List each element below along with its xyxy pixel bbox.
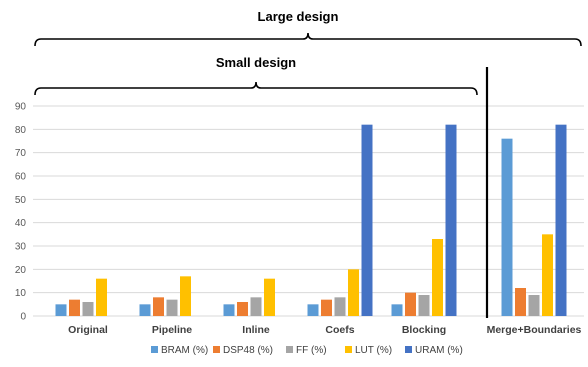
legend-swatch (151, 346, 158, 353)
bar-dsp48-blocking (405, 292, 416, 316)
y-tick-label: 80 (15, 125, 27, 136)
bar-ff-original (82, 302, 94, 316)
bar-dsp48-pipeline (153, 297, 164, 316)
bar-dsp48-inline (237, 302, 248, 316)
y-axis-ticks: 0 10 20 30 40 50 60 70 80 90 (15, 102, 27, 323)
bar-ff-inline (250, 297, 262, 316)
y-tick-label: 60 (15, 172, 27, 183)
large-design-label: Large design (258, 9, 339, 24)
bar-lut-pipeline (180, 276, 191, 316)
x-category-label: Merge+Boundaries (487, 324, 582, 336)
brace-annotations: Large design Small design (34, 9, 582, 96)
bar-bram-coefs (307, 304, 319, 316)
x-axis-categories: Original Pipeline Inline Coefs Blocking Merge… (68, 324, 581, 336)
bar-dsp48-merge-boundaries (515, 288, 526, 316)
bar-uram-coefs (361, 124, 373, 317)
bar-ff-coefs (334, 297, 346, 316)
legend-label: LUT (%) (355, 345, 392, 356)
bar-ff-blocking (418, 295, 430, 316)
x-category-label: Coefs (325, 324, 354, 336)
x-category-label: Blocking (402, 324, 446, 336)
bar-lut-original (96, 278, 107, 316)
bar-bram-inline (223, 304, 235, 316)
y-tick-label: 50 (15, 195, 27, 206)
y-tick-label: 40 (15, 218, 27, 229)
bar-uram-blocking (445, 124, 457, 317)
y-tick-label: 30 (15, 242, 27, 253)
legend: BRAM (%) DSP48 (%) FF (%) LUT (%) URAM (%) (151, 345, 463, 356)
legend-swatch (405, 346, 412, 353)
y-tick-label: 20 (15, 265, 27, 276)
legend-label: DSP48 (%) (223, 345, 273, 356)
bar-ff-pipeline (166, 299, 178, 316)
bars (55, 124, 567, 317)
bar-bram-original (55, 304, 67, 316)
small-design-label: Small design (216, 55, 296, 70)
x-category-label: Inline (242, 324, 270, 336)
bar-dsp48-original (69, 299, 80, 316)
bar-bram-merge-boundaries (501, 138, 513, 316)
bar-lut-coefs (348, 269, 359, 316)
y-tick-label: 0 (20, 312, 26, 323)
legend-swatch (213, 346, 220, 353)
legend-label: BRAM (%) (161, 345, 208, 356)
bar-lut-blocking (432, 239, 443, 316)
small-design-brace (34, 81, 478, 96)
y-tick-label: 10 (15, 288, 27, 299)
legend-label: FF (%) (296, 345, 327, 356)
bar-lut-merge-boundaries (542, 234, 553, 316)
bar-lut-inline (264, 278, 275, 316)
y-tick-label: 70 (15, 148, 27, 159)
bar-dsp48-coefs (321, 299, 332, 316)
y-tick-label: 90 (15, 102, 27, 113)
bar-bram-blocking (391, 304, 403, 316)
legend-swatch (286, 346, 293, 353)
bar-bram-pipeline (139, 304, 151, 316)
large-design-brace (34, 32, 582, 47)
legend-swatch (345, 346, 352, 353)
x-category-label: Pipeline (152, 324, 192, 336)
grid-layer (33, 105, 584, 317)
bar-ff-merge-boundaries (528, 295, 540, 316)
bar-uram-merge-boundaries (555, 124, 567, 317)
x-category-label: Original (68, 324, 108, 336)
legend-label: URAM (%) (415, 345, 463, 356)
